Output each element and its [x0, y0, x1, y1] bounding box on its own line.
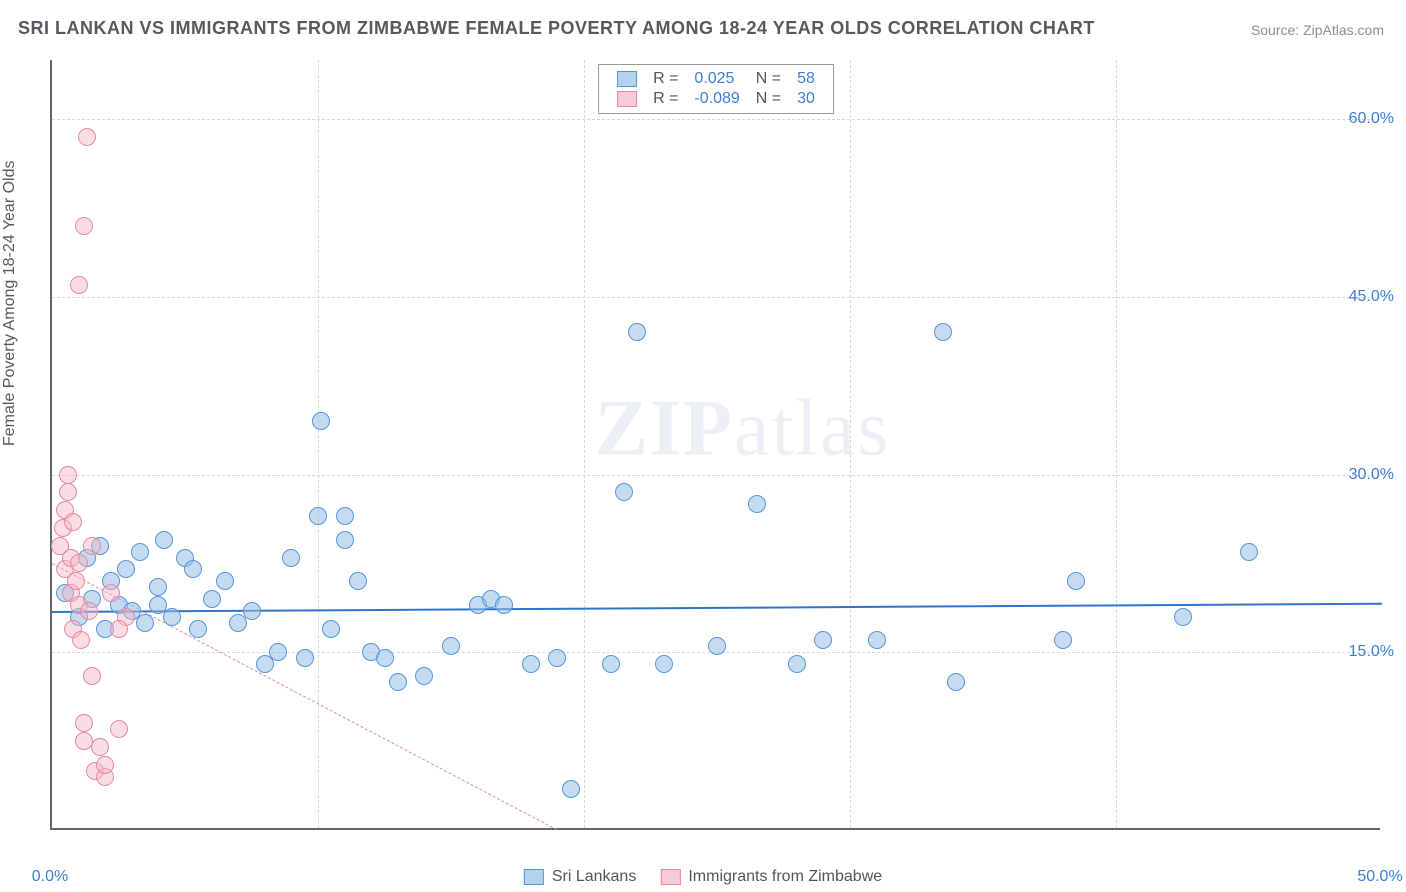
r-value-blue: 0.025: [686, 69, 747, 89]
plot-area: ZIPatlas R = 0.025 N = 58 R = -0.089 N =…: [50, 60, 1380, 830]
ytick-label: 45.0%: [1349, 288, 1394, 306]
gridline-h: [52, 119, 1380, 120]
data-point-pink: [64, 513, 82, 531]
data-point-blue: [788, 655, 806, 673]
data-point-blue: [336, 531, 354, 549]
data-point-blue: [602, 655, 620, 673]
legend-item-pink: Immigrants from Zimbabwe: [660, 868, 882, 886]
data-point-blue: [442, 637, 460, 655]
data-point-blue: [269, 643, 287, 661]
ytick-label: 60.0%: [1349, 110, 1394, 128]
data-point-pink: [75, 714, 93, 732]
y-axis-label: Female Poverty Among 18-24 Year Olds: [1, 161, 19, 447]
data-point-blue: [309, 507, 327, 525]
data-point-blue: [708, 637, 726, 655]
chart-title: SRI LANKAN VS IMMIGRANTS FROM ZIMBABWE F…: [18, 18, 1095, 39]
data-point-pink: [80, 602, 98, 620]
data-point-blue: [495, 596, 513, 614]
data-point-blue: [336, 507, 354, 525]
bottom-legend: Sri Lankans Immigrants from Zimbabwe: [524, 868, 882, 886]
data-point-pink: [70, 276, 88, 294]
data-point-pink: [110, 620, 128, 638]
data-point-blue: [203, 590, 221, 608]
data-point-blue: [296, 649, 314, 667]
data-point-pink: [78, 128, 96, 146]
data-point-blue: [748, 495, 766, 513]
n-value-pink: 30: [789, 89, 823, 109]
data-point-blue: [389, 673, 407, 691]
stats-row-pink: R = -0.089 N = 30: [609, 89, 823, 109]
stats-legend: R = 0.025 N = 58 R = -0.089 N = 30: [598, 64, 834, 114]
data-point-blue: [216, 572, 234, 590]
gridline-h: [52, 475, 1380, 476]
data-point-pink: [72, 631, 90, 649]
data-point-blue: [282, 549, 300, 567]
data-point-blue: [155, 531, 173, 549]
watermark: ZIPatlas: [595, 383, 891, 474]
data-point-blue: [548, 649, 566, 667]
swatch-pink-icon: [660, 869, 680, 885]
data-point-blue: [136, 614, 154, 632]
data-point-pink: [83, 667, 101, 685]
data-point-blue: [655, 655, 673, 673]
n-value-blue: 58: [789, 69, 823, 89]
data-point-blue: [163, 608, 181, 626]
data-point-blue: [522, 655, 540, 673]
data-point-blue: [615, 483, 633, 501]
data-point-blue: [117, 560, 135, 578]
gridline-v: [850, 60, 851, 828]
swatch-blue-icon: [617, 71, 637, 87]
data-point-blue: [322, 620, 340, 638]
data-point-pink: [67, 572, 85, 590]
data-point-blue: [934, 323, 952, 341]
data-point-blue: [376, 649, 394, 667]
data-point-blue: [947, 673, 965, 691]
data-point-blue: [1240, 543, 1258, 561]
data-point-blue: [415, 667, 433, 685]
data-point-blue: [814, 631, 832, 649]
data-point-blue: [131, 543, 149, 561]
data-point-pink: [70, 554, 88, 572]
data-point-pink: [110, 720, 128, 738]
ytick-label: 15.0%: [1349, 643, 1394, 661]
data-point-blue: [628, 323, 646, 341]
stats-row-blue: R = 0.025 N = 58: [609, 69, 823, 89]
xtick-label: 50.0%: [1357, 868, 1402, 886]
gridline-v: [318, 60, 319, 828]
data-point-blue: [149, 578, 167, 596]
data-point-blue: [868, 631, 886, 649]
gridline-h: [52, 297, 1380, 298]
source-attribution: Source: ZipAtlas.com: [1251, 22, 1384, 38]
data-point-blue: [243, 602, 261, 620]
data-point-pink: [83, 537, 101, 555]
swatch-blue-icon: [524, 869, 544, 885]
data-point-blue: [1174, 608, 1192, 626]
xtick-label: 0.0%: [32, 868, 68, 886]
data-point-pink: [102, 584, 120, 602]
data-point-pink: [96, 756, 114, 774]
data-point-blue: [1067, 572, 1085, 590]
gridline-v: [584, 60, 585, 828]
ytick-label: 30.0%: [1349, 466, 1394, 484]
data-point-pink: [59, 466, 77, 484]
data-point-blue: [189, 620, 207, 638]
data-point-blue: [349, 572, 367, 590]
data-point-blue: [562, 780, 580, 798]
data-point-pink: [75, 217, 93, 235]
data-point-pink: [59, 483, 77, 501]
gridline-v: [1116, 60, 1117, 828]
data-point-pink: [91, 738, 109, 756]
data-point-blue: [312, 412, 330, 430]
r-value-pink: -0.089: [686, 89, 747, 109]
swatch-pink-icon: [617, 91, 637, 107]
data-point-blue: [184, 560, 202, 578]
legend-item-blue: Sri Lankans: [524, 868, 637, 886]
data-point-blue: [1054, 631, 1072, 649]
